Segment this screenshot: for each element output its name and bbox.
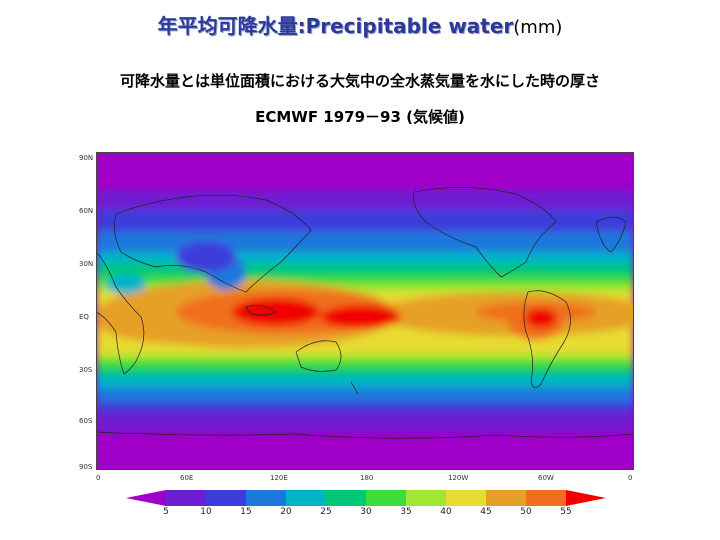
definition-text: 可降水量とは単位面積における大気中の全水蒸気量を水にした時の厚さ	[119, 72, 600, 90]
water-field	[96, 152, 634, 470]
lon-label-0: 0	[96, 474, 101, 482]
lat-label-30s: 30S	[79, 366, 93, 374]
map-frame	[96, 152, 634, 470]
colorbar-level-label: 25	[320, 507, 332, 517]
colorbar-level-label: 45	[480, 507, 492, 517]
precipitable-water-map: 90N 60N 30N EQ 30S 60S 90S 0 60E 120E 18…	[79, 152, 634, 482]
colorbar-level-label: 40	[440, 507, 452, 517]
colorbar-level-label: 55	[560, 507, 572, 517]
lon-label-60e: 60E	[180, 474, 194, 482]
data-source: ECMWF 1979－93 (気候値)	[255, 108, 465, 126]
lat-label-60n: 60N	[79, 207, 94, 215]
colorbar-level-label: 15	[240, 507, 252, 517]
colorbar-segment	[526, 490, 566, 506]
colorbar-segment	[446, 490, 486, 506]
colorbar-segment	[486, 490, 526, 506]
lon-label-0-end: 0	[628, 474, 633, 482]
colorbar	[126, 490, 606, 506]
colorbar-level-label: 5	[163, 507, 169, 517]
colorbar-segment-over	[566, 490, 606, 506]
lon-label-60w: 60W	[538, 474, 554, 482]
lat-label-90n: 90N	[79, 154, 94, 162]
colorbar-segment	[206, 490, 246, 506]
colorbar-segment	[246, 490, 286, 506]
lat-label-90s: 90S	[79, 463, 93, 471]
colorbar-segment-under	[126, 490, 166, 506]
lon-label-180: 180	[360, 474, 374, 482]
coastlines	[96, 187, 634, 439]
colorbar-segment	[406, 490, 446, 506]
colorbar-level-label: 20	[280, 507, 292, 517]
colorbar-level-label: 35	[400, 507, 412, 517]
colorbar-level-label: 10	[200, 507, 212, 517]
colorbar-segment	[366, 490, 406, 506]
lat-label-30n: 30N	[79, 260, 94, 268]
page-title: 年平均可降水量:Precipitable water(mm)	[0, 10, 720, 39]
title-unit: (mm)	[513, 17, 563, 38]
colorbar-segment	[286, 490, 326, 506]
lat-label-eq: EQ	[79, 313, 89, 321]
colorbar-segment	[326, 490, 366, 506]
lon-label-120e: 120E	[270, 474, 288, 482]
title-text: 年平均可降水量:Precipitable water	[157, 14, 514, 38]
colorbar-level-label: 30	[360, 507, 372, 517]
map-canvas	[96, 152, 634, 470]
lon-label-120w: 120W	[448, 474, 469, 482]
colorbar-level-label: 50	[520, 507, 532, 517]
colorbar-segment	[166, 490, 206, 506]
lat-label-60s: 60S	[79, 417, 93, 425]
